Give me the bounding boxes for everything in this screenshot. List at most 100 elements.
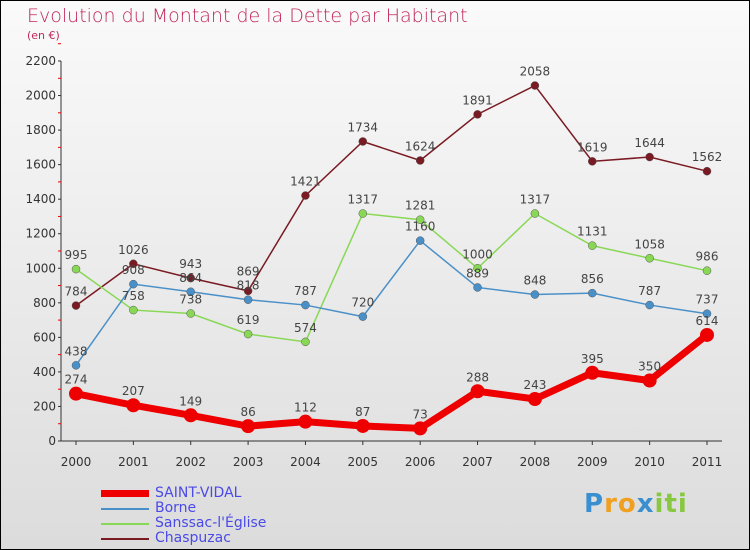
legend-label: Chaspuzac — [155, 530, 231, 546]
data-point-saint-vidal — [527, 392, 542, 407]
data-label: 784 — [65, 285, 88, 299]
data-point-borne — [186, 287, 195, 297]
legend-swatch — [101, 490, 149, 497]
x-tick-label: 2008 — [520, 455, 551, 469]
data-point-borne — [530, 290, 540, 299]
data-point-borne — [358, 312, 368, 321]
data-label: 848 — [523, 274, 546, 288]
data-point-sanssac-l-glise — [645, 254, 654, 263]
data-point-chaspuzac — [473, 110, 482, 119]
data-label: 787 — [638, 284, 661, 298]
x-tick-label: 2009 — [577, 455, 608, 469]
legend-swatch — [101, 537, 149, 540]
data-point-borne — [71, 361, 81, 370]
y-tick-label: 200 — [33, 399, 56, 413]
series-line-borne — [75, 239, 708, 366]
data-point-chaspuzac — [71, 301, 81, 310]
data-point-sanssac-l-glise — [530, 209, 540, 218]
data-point-sanssac-l-glise — [358, 209, 368, 218]
data-label: 1734 — [348, 120, 379, 134]
data-label: 856 — [581, 272, 604, 286]
legend-label: Borne — [155, 500, 197, 516]
data-point-borne — [415, 236, 425, 245]
data-point-saint-vidal — [355, 418, 370, 433]
data-label: 87 — [355, 405, 370, 419]
data-point-saint-vidal — [126, 398, 141, 413]
data-point-sanssac-l-glise — [415, 215, 425, 224]
y-tick-label: 1200 — [25, 227, 56, 241]
data-point-borne — [645, 300, 654, 310]
legend-item-saint-vidal: SAINT-VIDAL — [101, 486, 266, 501]
data-point-chaspuzac — [129, 259, 138, 269]
data-point-sanssac-l-glise — [588, 241, 597, 250]
data-point-saint-vidal — [183, 408, 198, 423]
data-point-chaspuzac — [645, 152, 654, 162]
data-label: 738 — [179, 293, 202, 307]
y-tick-label: 1600 — [25, 158, 56, 172]
data-point-borne — [473, 283, 482, 292]
data-point-borne — [702, 309, 712, 318]
data-label: 73 — [413, 407, 428, 421]
plot-area: 0 200 400 600 800 1000 1200 1400 1600 1800 2000 220… — [25, 43, 722, 469]
x-tick-label: 2004 — [290, 455, 321, 469]
data-point-borne — [301, 300, 310, 310]
data-label: 1317 — [520, 193, 551, 207]
data-point-sanssac-l-glise — [702, 266, 712, 275]
x-tick-label: 2003 — [233, 455, 264, 469]
data-label: 1421 — [290, 175, 321, 189]
data-point-saint-vidal — [413, 421, 428, 436]
data-point-chaspuzac — [358, 137, 368, 146]
data-label: 274 — [65, 373, 88, 387]
y-tick-label: 1800 — [25, 123, 56, 137]
data-label: 350 — [638, 360, 661, 374]
y-tick-label: 400 — [33, 365, 56, 379]
legend-label: Sanssac-l'Église — [155, 515, 267, 531]
data-point-borne — [243, 295, 253, 304]
data-point-saint-vidal — [241, 419, 256, 434]
legend-item-borne: Borne — [101, 501, 266, 516]
data-label: 86 — [240, 405, 255, 419]
data-label: 737 — [696, 293, 719, 307]
data-point-saint-vidal — [642, 373, 657, 388]
data-label: 943 — [179, 257, 202, 271]
proxiti-logo: Proxiti — [584, 489, 688, 519]
data-label: 1160 — [405, 220, 436, 234]
data-point-saint-vidal — [69, 386, 83, 401]
data-label: 243 — [523, 378, 546, 392]
x-tick-label: 2006 — [405, 455, 436, 469]
data-point-chaspuzac — [243, 286, 253, 296]
legend-swatch — [101, 522, 149, 525]
data-label: 818 — [237, 279, 260, 293]
data-label: 787 — [294, 284, 317, 298]
data-label: 149 — [179, 394, 202, 408]
data-label: 1891 — [462, 93, 493, 107]
y-tick-label: 800 — [33, 296, 56, 310]
x-tick-label: 2002 — [175, 455, 206, 469]
data-point-chaspuzac — [301, 191, 310, 200]
data-label: 2058 — [520, 65, 551, 79]
data-label: 207 — [122, 384, 145, 398]
data-point-saint-vidal — [298, 414, 313, 429]
data-label: 1000 — [462, 247, 493, 261]
y-tick-label: 0 — [48, 434, 56, 448]
data-point-sanssac-l-glise — [301, 337, 310, 347]
data-label: 869 — [237, 265, 260, 279]
data-label: 720 — [351, 296, 374, 310]
legend-item-sanssac: Sanssac-l'Église — [101, 516, 266, 531]
chart-title: Evolution du Montant de la Dette par Hab… — [27, 5, 468, 27]
data-label: 574 — [294, 321, 317, 335]
chart-subtitle: (en €) — [27, 29, 60, 42]
y-tick-label: 2000 — [25, 89, 56, 103]
data-point-borne — [588, 288, 597, 298]
data-label: 288 — [466, 370, 489, 384]
data-point-saint-vidal — [470, 384, 485, 399]
data-label: 112 — [294, 401, 317, 415]
x-tick-label: 2010 — [634, 455, 665, 469]
data-label: 1058 — [634, 237, 665, 251]
data-label: 1619 — [577, 140, 608, 154]
x-tick-label: 2001 — [118, 455, 149, 469]
data-label: 1644 — [634, 136, 665, 150]
series-line-sanssac-l-glise — [75, 212, 708, 343]
x-tick-label: 2000 — [61, 455, 92, 469]
